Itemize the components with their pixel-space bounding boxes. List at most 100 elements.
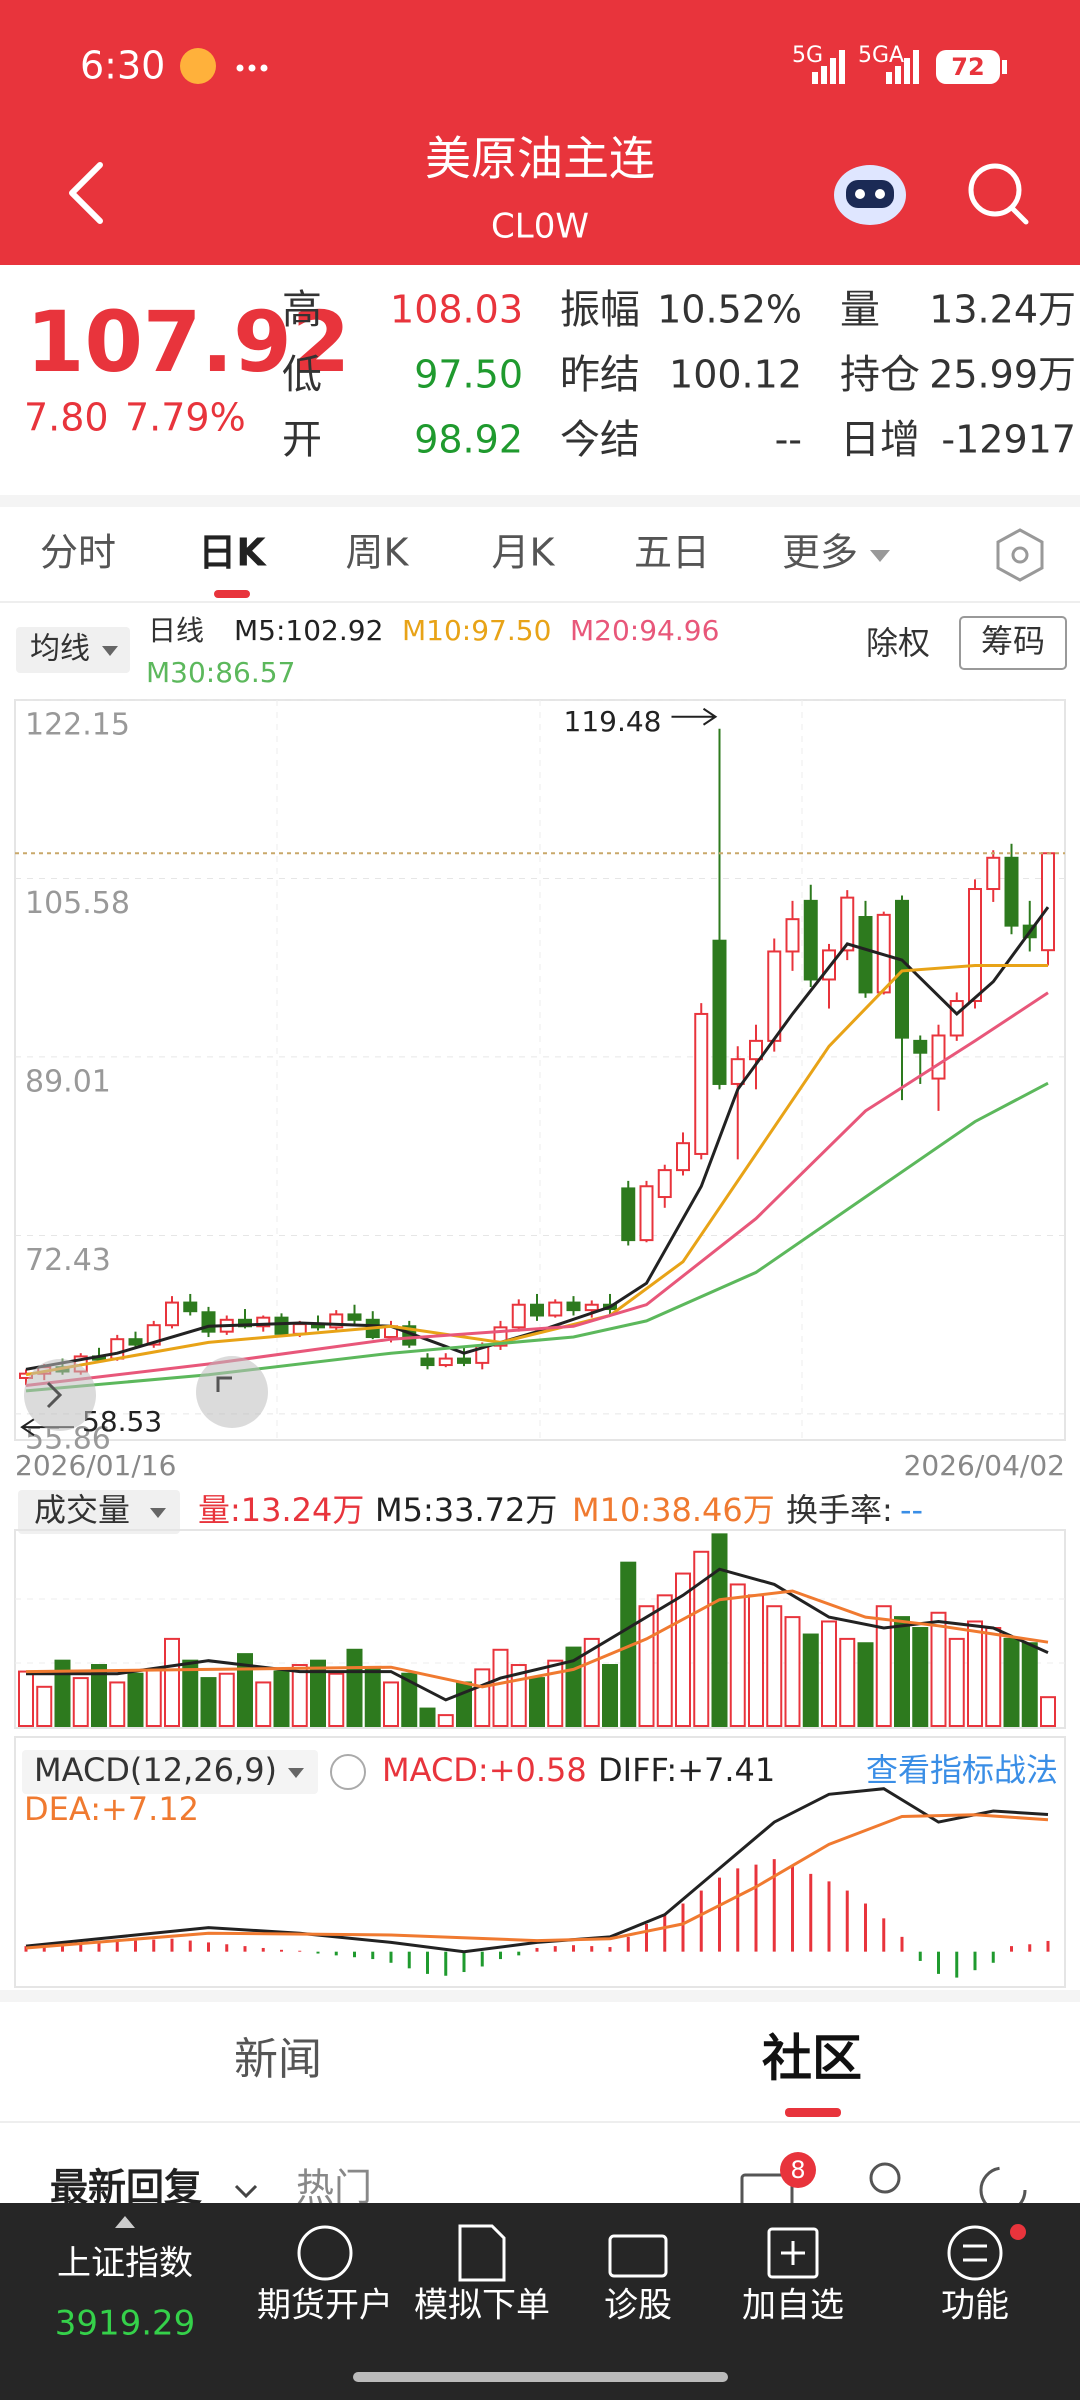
exright-button[interactable]: 除权 — [866, 624, 930, 662]
candle-body — [274, 1316, 289, 1335]
macd-chart: DIFF:+7.41 DEA:+7.12 — [24, 1751, 1050, 1978]
tabs: 分时 日K 周K 月K 五日 更多 — [40, 531, 858, 598]
field-label: 低 — [282, 352, 322, 398]
volume-bar — [200, 1677, 217, 1727]
volume-bar — [218, 1672, 235, 1727]
bar — [830, 58, 836, 84]
bottom-bar — [0, 2203, 1080, 2400]
tab[interactable]: 五日 — [634, 531, 710, 575]
tab[interactable]: 周K — [346, 531, 410, 575]
volume-bar — [328, 1672, 345, 1727]
dropdown-arrow — [102, 646, 118, 656]
expand-arrow[interactable] — [115, 2216, 135, 2228]
status-time: 6:30 — [80, 44, 165, 88]
candle-body — [785, 918, 800, 953]
volume-label: 量:13.24万 — [198, 1491, 364, 1529]
news-tab[interactable]: 新闻 — [234, 2034, 322, 2085]
hot-button[interactable]: 热门 — [296, 2166, 372, 2210]
date-end: 2026/04/02 — [904, 1449, 1065, 1482]
community-tab[interactable]: 社区 — [762, 2030, 862, 2088]
tab[interactable]: 月K — [492, 531, 556, 575]
settings-button[interactable] — [996, 528, 1044, 582]
dropdown-arrow — [288, 1768, 304, 1778]
volume-bar — [401, 1672, 418, 1727]
ma-selector[interactable] — [16, 627, 130, 673]
candle-body — [438, 1357, 453, 1367]
candle-body — [913, 1039, 928, 1054]
nav-item[interactable]: 模拟下单 — [414, 2286, 550, 2326]
candle-body — [968, 888, 982, 1003]
tab[interactable]: 更多 — [782, 531, 858, 575]
macd-selector[interactable] — [22, 1750, 318, 1794]
search-button[interactable] — [968, 163, 1029, 225]
nav-item[interactable]: 期货开户 — [257, 2286, 393, 2326]
chips-label[interactable]: 筹码 — [981, 622, 1045, 660]
volume-bar — [72, 1677, 89, 1727]
volume-selector[interactable] — [18, 1490, 180, 1534]
candle-body — [548, 1301, 563, 1317]
volume-bar — [1021, 1642, 1038, 1727]
robot-eye — [855, 189, 865, 199]
candle-body — [767, 950, 782, 1042]
bar — [812, 72, 818, 84]
settings-icon — [1011, 546, 1029, 564]
field-value: 25.99万 — [929, 353, 1076, 397]
app-icon — [180, 48, 216, 84]
line-series — [25, 1081, 1049, 1393]
candle-body — [183, 1301, 198, 1313]
volume-bar — [91, 1664, 107, 1727]
legend-entry: M30:86.57 — [146, 656, 295, 689]
nav-item[interactable]: 功能 — [941, 2286, 1009, 2326]
chips-button[interactable] — [959, 616, 1067, 670]
line-series — [25, 964, 1048, 1377]
volume-bar — [711, 1533, 728, 1728]
back-button[interactable] — [69, 162, 103, 224]
bottom-items: 期货开户 模拟下单 诊股 加自选 功能 — [257, 2286, 1009, 2326]
field-label: 高 — [282, 287, 322, 333]
fullscreen-button[interactable] — [196, 1356, 268, 1428]
legend-entry: DEA:+7.12 — [24, 1790, 199, 1828]
candle-body — [511, 1303, 526, 1329]
nav-item[interactable]: 加自选 — [742, 2286, 844, 2326]
macd-title[interactable]: MACD(12,26,9) — [34, 1751, 277, 1789]
battery-tip — [1002, 60, 1007, 74]
sort-button[interactable]: 最新回复 — [50, 2166, 202, 2210]
index-name[interactable]: 上证指数 — [57, 2244, 193, 2284]
volume-bar — [894, 1616, 910, 1727]
ma-selector-label[interactable]: 均线 — [30, 632, 90, 667]
field-value: 97.50 — [414, 353, 523, 397]
price-change: 7.80 — [24, 396, 109, 440]
volume-bar — [967, 1620, 983, 1728]
max-label: 119.48 — [564, 705, 662, 738]
tab[interactable]: 日K — [198, 531, 267, 575]
bar — [839, 50, 845, 84]
network-label: 5GA — [858, 43, 904, 68]
help-icon[interactable] — [330, 1754, 366, 1790]
volume-bar — [875, 1605, 892, 1727]
y-tick-label: 72.43 — [25, 1243, 111, 1278]
field-label: 今结 — [560, 417, 640, 463]
candle-body — [730, 1058, 745, 1085]
candle-body — [146, 1324, 161, 1346]
candle-body — [256, 1316, 271, 1328]
volume-title[interactable]: 成交量 — [34, 1491, 130, 1529]
indicator-link[interactable]: 查看指标战法 — [866, 1751, 1058, 1789]
volume-bar — [437, 1714, 454, 1727]
fullscreen-icon — [216, 1376, 232, 1392]
y-tick-label: 105.58 — [25, 886, 130, 921]
bar — [913, 50, 919, 84]
profile-button[interactable] — [869, 2162, 901, 2194]
volume-bar — [127, 1672, 144, 1727]
robot-button[interactable] — [834, 165, 906, 225]
field-value: 100.12 — [669, 353, 802, 397]
tab[interactable]: 分时 — [40, 531, 116, 575]
sort-arrow — [234, 2184, 258, 2199]
volume-bar — [182, 1659, 199, 1727]
volume-bar — [766, 1605, 783, 1727]
volume-bar — [36, 1685, 53, 1728]
divider — [0, 495, 1080, 507]
nav-item[interactable]: 诊股 — [604, 2286, 672, 2326]
y-tick-label: 89.01 — [25, 1064, 111, 1099]
legend-entry: M5:102.92 — [234, 614, 383, 647]
